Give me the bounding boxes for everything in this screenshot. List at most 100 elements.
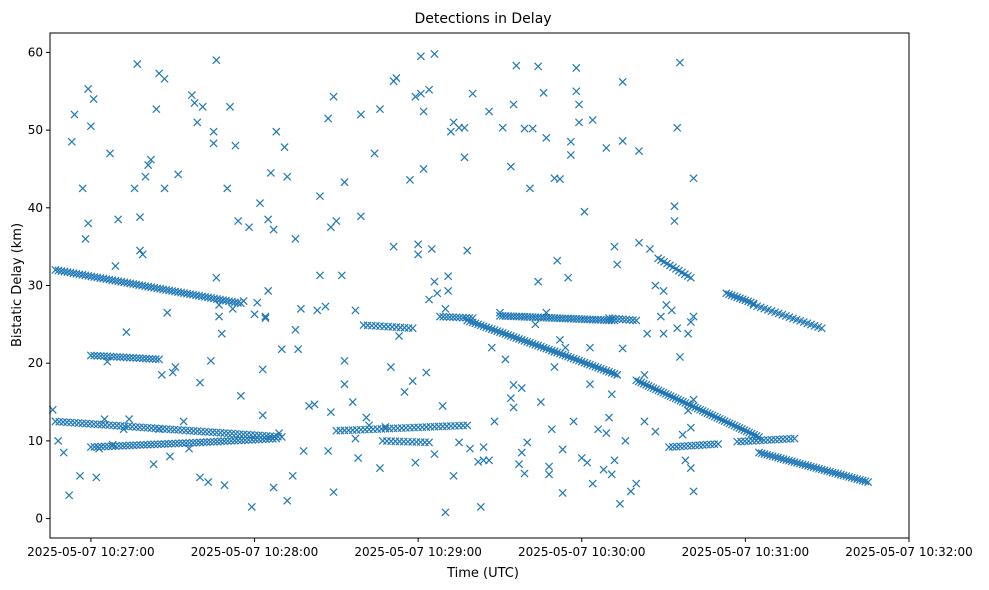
data-point-track-m [659, 388, 668, 397]
data-point [130, 184, 139, 193]
data-point-track-m [644, 381, 653, 390]
data-point [370, 149, 379, 158]
data-point-track-c [132, 353, 141, 363]
data-point-track-j [506, 331, 515, 341]
data-point-track-m [654, 386, 663, 395]
data-point-track-c [116, 353, 125, 362]
data-point [419, 107, 428, 116]
data-point-track-d [129, 441, 138, 450]
data-point-track-j [498, 329, 507, 338]
data-point-track-d [174, 439, 183, 448]
data-point-track-j [512, 333, 521, 342]
data-point-track-m [745, 428, 754, 437]
data-point-track-t [611, 314, 620, 323]
data-point [419, 164, 428, 173]
data-point [321, 302, 330, 311]
data-point [395, 331, 404, 341]
data-point-track-i [449, 313, 458, 322]
data-point [523, 438, 532, 447]
data-point [324, 114, 333, 123]
data-point [296, 304, 305, 313]
data-point-track-c [148, 354, 157, 363]
data-point [223, 184, 232, 193]
data-point [340, 356, 349, 365]
data-point [212, 56, 221, 65]
data-point [512, 61, 521, 70]
data-point [258, 411, 267, 420]
data-point-track-m [639, 379, 648, 388]
data-point [667, 306, 676, 315]
data-point [425, 295, 434, 304]
data-point [509, 100, 518, 109]
data-point-track-e [248, 435, 257, 444]
data-point-track-c [86, 351, 95, 360]
data-point [198, 102, 207, 111]
data-point [561, 343, 570, 352]
data-point [536, 398, 545, 407]
data-point [468, 89, 477, 98]
data-point-track-e [251, 435, 260, 444]
data-point [572, 63, 581, 72]
data-point-track-j [479, 322, 488, 331]
data-point-track-m [669, 393, 678, 402]
data-point-track-e [206, 437, 215, 446]
data-point [375, 105, 384, 114]
data-point-track-m [649, 384, 658, 393]
data-point [689, 174, 698, 183]
data-point-track-l [572, 355, 581, 364]
data-point [610, 242, 619, 251]
x-tick-label: 2025-05-07 10:30:00 [518, 545, 645, 559]
data-point [84, 84, 93, 93]
data-point [501, 355, 510, 364]
data-point [610, 456, 619, 465]
data-point [187, 91, 196, 100]
data-point [215, 300, 224, 309]
data-point-track-m [661, 389, 670, 398]
data-point [315, 192, 324, 201]
data-point [272, 127, 281, 136]
data-point [640, 370, 649, 379]
data-point [430, 277, 439, 286]
data-point [444, 286, 453, 295]
data-point [356, 110, 365, 119]
data-point-track-d [150, 440, 159, 449]
data-point-track-m [647, 383, 656, 392]
data-point [509, 380, 518, 389]
data-point-track-l [596, 364, 605, 373]
data-point [643, 329, 652, 338]
data-point [171, 363, 180, 372]
data-point [422, 368, 431, 377]
data-point [686, 317, 695, 327]
data-point [59, 448, 68, 457]
data-point-track-l [564, 352, 573, 361]
data-point-track-d [100, 442, 110, 451]
data-point-track-e [261, 435, 270, 444]
data-point [103, 357, 112, 366]
data-point [414, 250, 423, 259]
data-point-track-l [577, 357, 586, 366]
data-point [269, 483, 278, 492]
data-point-track-l [585, 360, 594, 369]
data-point [430, 450, 439, 459]
data-point-track-m [693, 404, 702, 413]
data-point [78, 184, 87, 193]
data-point [329, 92, 338, 101]
data-point [354, 453, 363, 463]
data-point [678, 430, 687, 439]
data-point [425, 85, 434, 94]
data-point [277, 345, 286, 354]
data-point [689, 395, 698, 404]
data-point-track-t [625, 315, 634, 324]
data-point [416, 89, 425, 98]
data-point [179, 417, 188, 426]
data-point-track-d [90, 442, 99, 451]
data-point-track-c [112, 352, 121, 361]
data-point-track-p [738, 295, 747, 304]
data-point-track-p [735, 294, 744, 303]
data-point [613, 260, 622, 269]
data-point-track-d [188, 438, 197, 447]
data-point [539, 88, 548, 97]
y-tick-label: 50 [28, 123, 43, 137]
data-point [566, 137, 575, 146]
data-point [326, 408, 335, 417]
